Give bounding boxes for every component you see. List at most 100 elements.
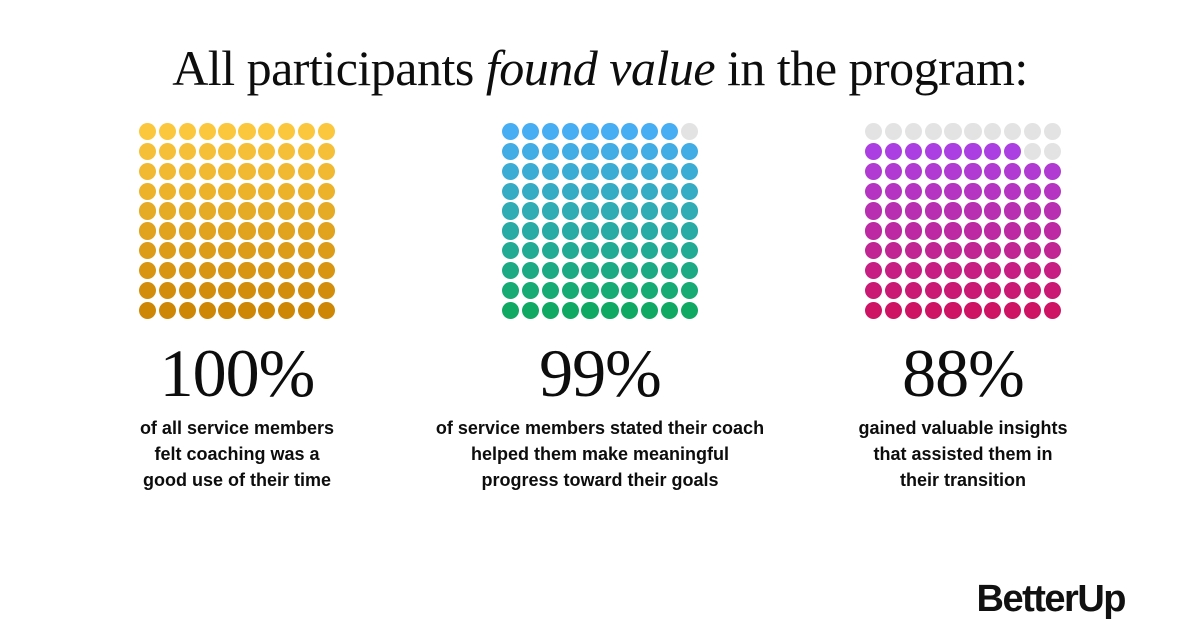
waffle-dot xyxy=(1043,142,1061,161)
waffle-dot xyxy=(1003,281,1022,300)
waffle-dot xyxy=(944,281,962,300)
waffle-dot xyxy=(178,182,197,200)
waffle-dot xyxy=(158,162,177,181)
waffle-dot xyxy=(1003,301,1022,319)
waffle-dot xyxy=(198,281,216,300)
waffle-dot xyxy=(865,142,883,161)
waffle-dot xyxy=(541,242,560,260)
waffle-dot xyxy=(218,182,236,200)
waffle-dot xyxy=(238,123,256,141)
stat-caption: of all service members felt coaching was… xyxy=(139,418,335,490)
waffle-dot xyxy=(139,162,157,181)
waffle-dot xyxy=(924,242,942,260)
waffle-dot xyxy=(561,202,579,220)
waffle-dot xyxy=(277,162,296,181)
waffle-dot xyxy=(964,281,982,300)
waffle-dot xyxy=(621,123,639,141)
waffle-dot xyxy=(297,202,316,220)
waffle-dot xyxy=(924,142,942,161)
waffle-dot xyxy=(238,261,256,280)
waffle-dot xyxy=(521,301,540,319)
waffle-dot xyxy=(502,222,520,240)
waffle-dot xyxy=(964,261,982,280)
waffle-dot xyxy=(297,162,316,181)
waffle-dot xyxy=(198,261,216,280)
waffle-dot xyxy=(158,242,177,260)
waffle-dot xyxy=(561,162,579,181)
waffle-dot xyxy=(964,123,982,141)
waffle-dot xyxy=(865,281,883,300)
waffle-dot xyxy=(561,142,579,161)
waffle-dot xyxy=(158,222,177,240)
waffle-dot xyxy=(1023,142,1042,161)
waffle-dot xyxy=(1043,182,1061,200)
waffle-dot xyxy=(1023,182,1042,200)
waffle-dot xyxy=(1023,261,1042,280)
waffle-dot xyxy=(158,261,177,280)
waffle-dot xyxy=(198,242,216,260)
waffle-dot xyxy=(541,162,560,181)
waffle-dot xyxy=(139,261,157,280)
waffle-dot xyxy=(1043,222,1061,240)
waffle-dot xyxy=(904,222,923,240)
waffle-dot xyxy=(601,242,619,260)
waffle-dot xyxy=(198,182,216,200)
waffle-dot xyxy=(238,242,256,260)
waffle-dot xyxy=(984,301,1002,319)
waffle-dot xyxy=(158,142,177,161)
waffle-dot xyxy=(158,182,177,200)
waffle-dot xyxy=(561,222,579,240)
title-prefix: All participants xyxy=(172,40,486,96)
waffle-dot xyxy=(521,242,540,260)
waffle-dot xyxy=(601,202,619,220)
waffle-dot xyxy=(1003,202,1022,220)
waffle-dot xyxy=(541,202,560,220)
waffle-dot xyxy=(680,142,698,161)
waffle-dot xyxy=(258,142,276,161)
waffle-dot xyxy=(218,162,236,181)
waffle-dot xyxy=(561,261,579,280)
waffle-dot xyxy=(258,182,276,200)
waffle-dot xyxy=(944,202,962,220)
waffle-dot xyxy=(258,222,276,240)
waffle-chart-valuable-insights xyxy=(865,123,1061,319)
waffle-dot xyxy=(865,162,883,181)
waffle-dot xyxy=(680,182,698,200)
waffle-dot xyxy=(277,123,296,141)
waffle-dot xyxy=(1043,202,1061,220)
betterup-logo: BetterUp xyxy=(976,578,1127,620)
waffle-dot xyxy=(238,182,256,200)
waffle-dot xyxy=(1023,301,1042,319)
waffle-dot xyxy=(218,142,236,161)
waffle-dot xyxy=(218,261,236,280)
waffle-dot xyxy=(984,142,1002,161)
waffle-dot xyxy=(561,281,579,300)
waffle-dot xyxy=(601,142,619,161)
waffle-dot xyxy=(297,281,316,300)
waffle-dot xyxy=(865,222,883,240)
waffle-dot xyxy=(1043,123,1061,141)
waffle-dot xyxy=(198,301,216,319)
percent-value: 100% xyxy=(159,335,316,411)
waffle-dot xyxy=(317,222,335,240)
waffle-dot xyxy=(1043,261,1061,280)
waffle-dot xyxy=(158,301,177,319)
waffle-dot xyxy=(258,301,276,319)
waffle-dot xyxy=(238,202,256,220)
waffle-dot xyxy=(944,182,962,200)
waffle-dot xyxy=(984,281,1002,300)
waffle-dot xyxy=(502,301,520,319)
waffle-dot xyxy=(984,123,1002,141)
waffle-dot xyxy=(521,182,540,200)
waffle-dot xyxy=(541,281,560,300)
waffle-dot xyxy=(258,123,276,141)
waffle-dot xyxy=(964,301,982,319)
page-title: All participants found value in the prog… xyxy=(0,38,1200,98)
waffle-dot xyxy=(277,261,296,280)
waffle-dot xyxy=(317,281,335,300)
waffle-dot xyxy=(1023,162,1042,181)
waffle-dot xyxy=(139,182,157,200)
waffle-dot xyxy=(139,202,157,220)
waffle-dot xyxy=(297,142,316,161)
waffle-dot xyxy=(904,281,923,300)
